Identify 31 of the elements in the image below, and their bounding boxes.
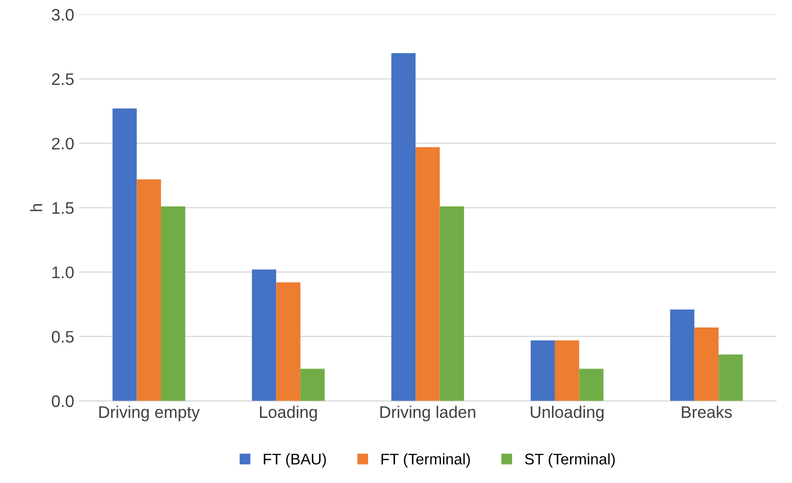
bar	[136, 179, 162, 401]
bar	[694, 327, 719, 401]
y-tick-label: 2.0	[52, 138, 74, 150]
bar	[440, 206, 464, 401]
legend-label: FT (BAU)	[264, 453, 326, 468]
legend-label: ST (Terminal)	[524, 453, 615, 468]
y-tick-label: 3.0	[52, 8, 74, 21]
bar	[579, 368, 604, 401]
y-tick-label: 0.0	[52, 395, 74, 408]
y-tick-label: 2.5	[52, 73, 74, 86]
bar	[300, 368, 325, 401]
bar	[391, 53, 416, 401]
legend-label: FT (Terminal)	[382, 453, 470, 468]
bar	[161, 206, 186, 401]
bar	[554, 340, 580, 401]
y-tick-label: 0.5	[52, 330, 74, 343]
x-tick-label: Loading	[260, 406, 317, 422]
x-tick-label: Driving empty	[99, 406, 200, 422]
bar	[276, 282, 300, 401]
y-tick-label: 1.0	[52, 266, 74, 278]
bar	[670, 309, 694, 401]
y-axis-title: h	[30, 204, 42, 212]
x-tick-label: Unloading	[530, 406, 604, 422]
y-tick-label: 1.5	[52, 202, 74, 214]
bar	[718, 354, 743, 401]
bar	[252, 270, 276, 401]
bar	[112, 108, 137, 401]
x-tick-label: Driving laden	[380, 406, 476, 422]
bar	[530, 340, 555, 401]
x-tick-label: Breaks	[682, 406, 732, 418]
bar	[416, 147, 440, 401]
